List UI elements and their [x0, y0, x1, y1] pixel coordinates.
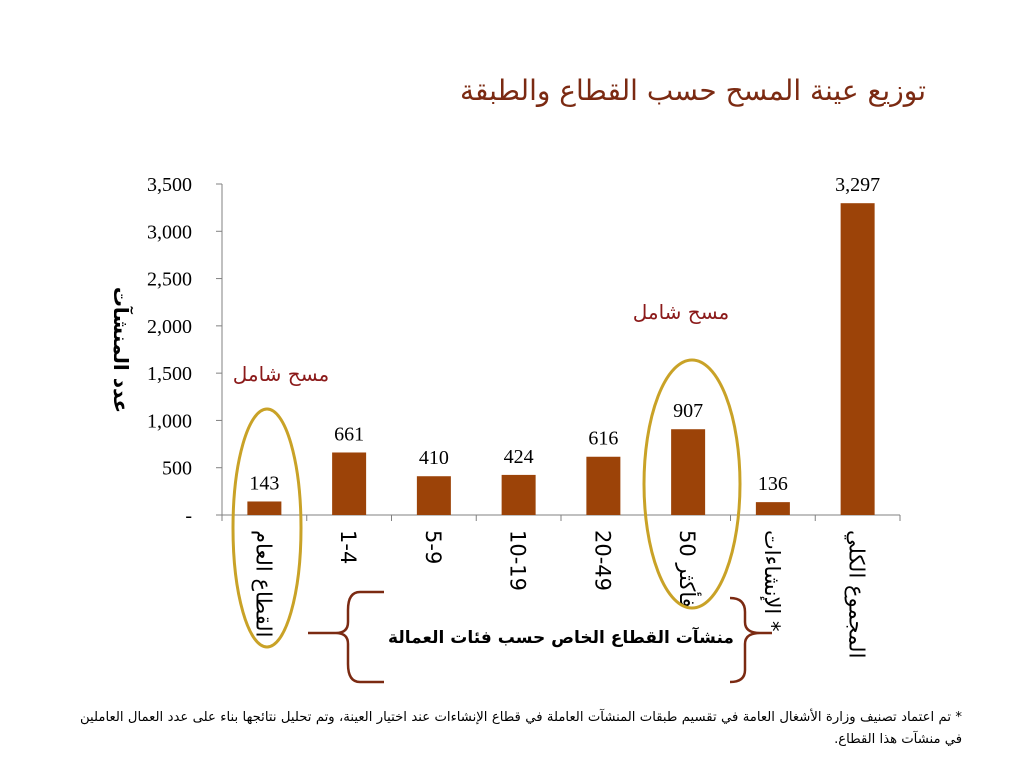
x-tick-label: المجموع الكلي — [845, 530, 869, 658]
y-tick-label: - — [185, 505, 192, 527]
bar — [671, 429, 706, 515]
data-label: 424 — [504, 446, 534, 468]
y-tick-label: 2,500 — [147, 269, 192, 291]
x-tick-label: 5-9 — [421, 530, 445, 564]
chart-title: توزيع عينة المسح حسب القطاع والطبقة — [459, 74, 926, 107]
x-tick-label: 50 فأكثر — [675, 530, 702, 608]
x-tick-label: 20-49 — [590, 530, 614, 591]
data-label: 410 — [419, 447, 449, 469]
y-axis-title: عدد المنشآت — [109, 287, 134, 413]
data-label: 616 — [588, 428, 618, 450]
bar — [332, 452, 367, 515]
y-tick-label: 2,000 — [147, 316, 192, 338]
group-label: منشآت القطاع الخاص حسب فئات العمالة — [388, 626, 734, 648]
y-tick-label: 3,500 — [147, 174, 192, 196]
bar — [586, 456, 621, 515]
data-label: 3,297 — [835, 174, 880, 196]
x-tick-label: 10-19 — [506, 530, 530, 591]
data-label: 143 — [249, 472, 279, 494]
y-tick-label: 500 — [162, 458, 192, 480]
y-tick-label: 1,000 — [147, 410, 192, 432]
bar — [416, 476, 451, 515]
right-brace — [729, 596, 772, 684]
bar — [840, 203, 875, 515]
highlight-ellipse — [642, 358, 742, 610]
x-tick-label: الإنشاءات * — [760, 530, 784, 631]
bar — [247, 501, 282, 515]
data-label: 136 — [758, 473, 788, 495]
footnote: * تم اعتماد تصنيف وزارة الأشغال العامة ف… — [80, 710, 962, 747]
bar — [755, 502, 790, 515]
bar-chart: - 500 1,000 1,500 2,000 2,500 3,000 3,500 عدد ال… — [109, 174, 901, 684]
highlight-ellipse — [231, 407, 303, 649]
x-tick-label: القطاع العام — [251, 530, 275, 637]
annotation-label: مسح شامل — [633, 300, 730, 324]
annotation-label: مسح شامل — [233, 362, 330, 386]
left-brace — [308, 590, 384, 684]
bar — [501, 474, 536, 515]
data-label: 661 — [334, 423, 364, 445]
y-tick-label: 1,500 — [147, 363, 192, 385]
data-label: 907 — [673, 400, 703, 422]
y-tick-label: 3,000 — [147, 221, 192, 243]
x-tick-label: 1-4 — [336, 530, 360, 564]
